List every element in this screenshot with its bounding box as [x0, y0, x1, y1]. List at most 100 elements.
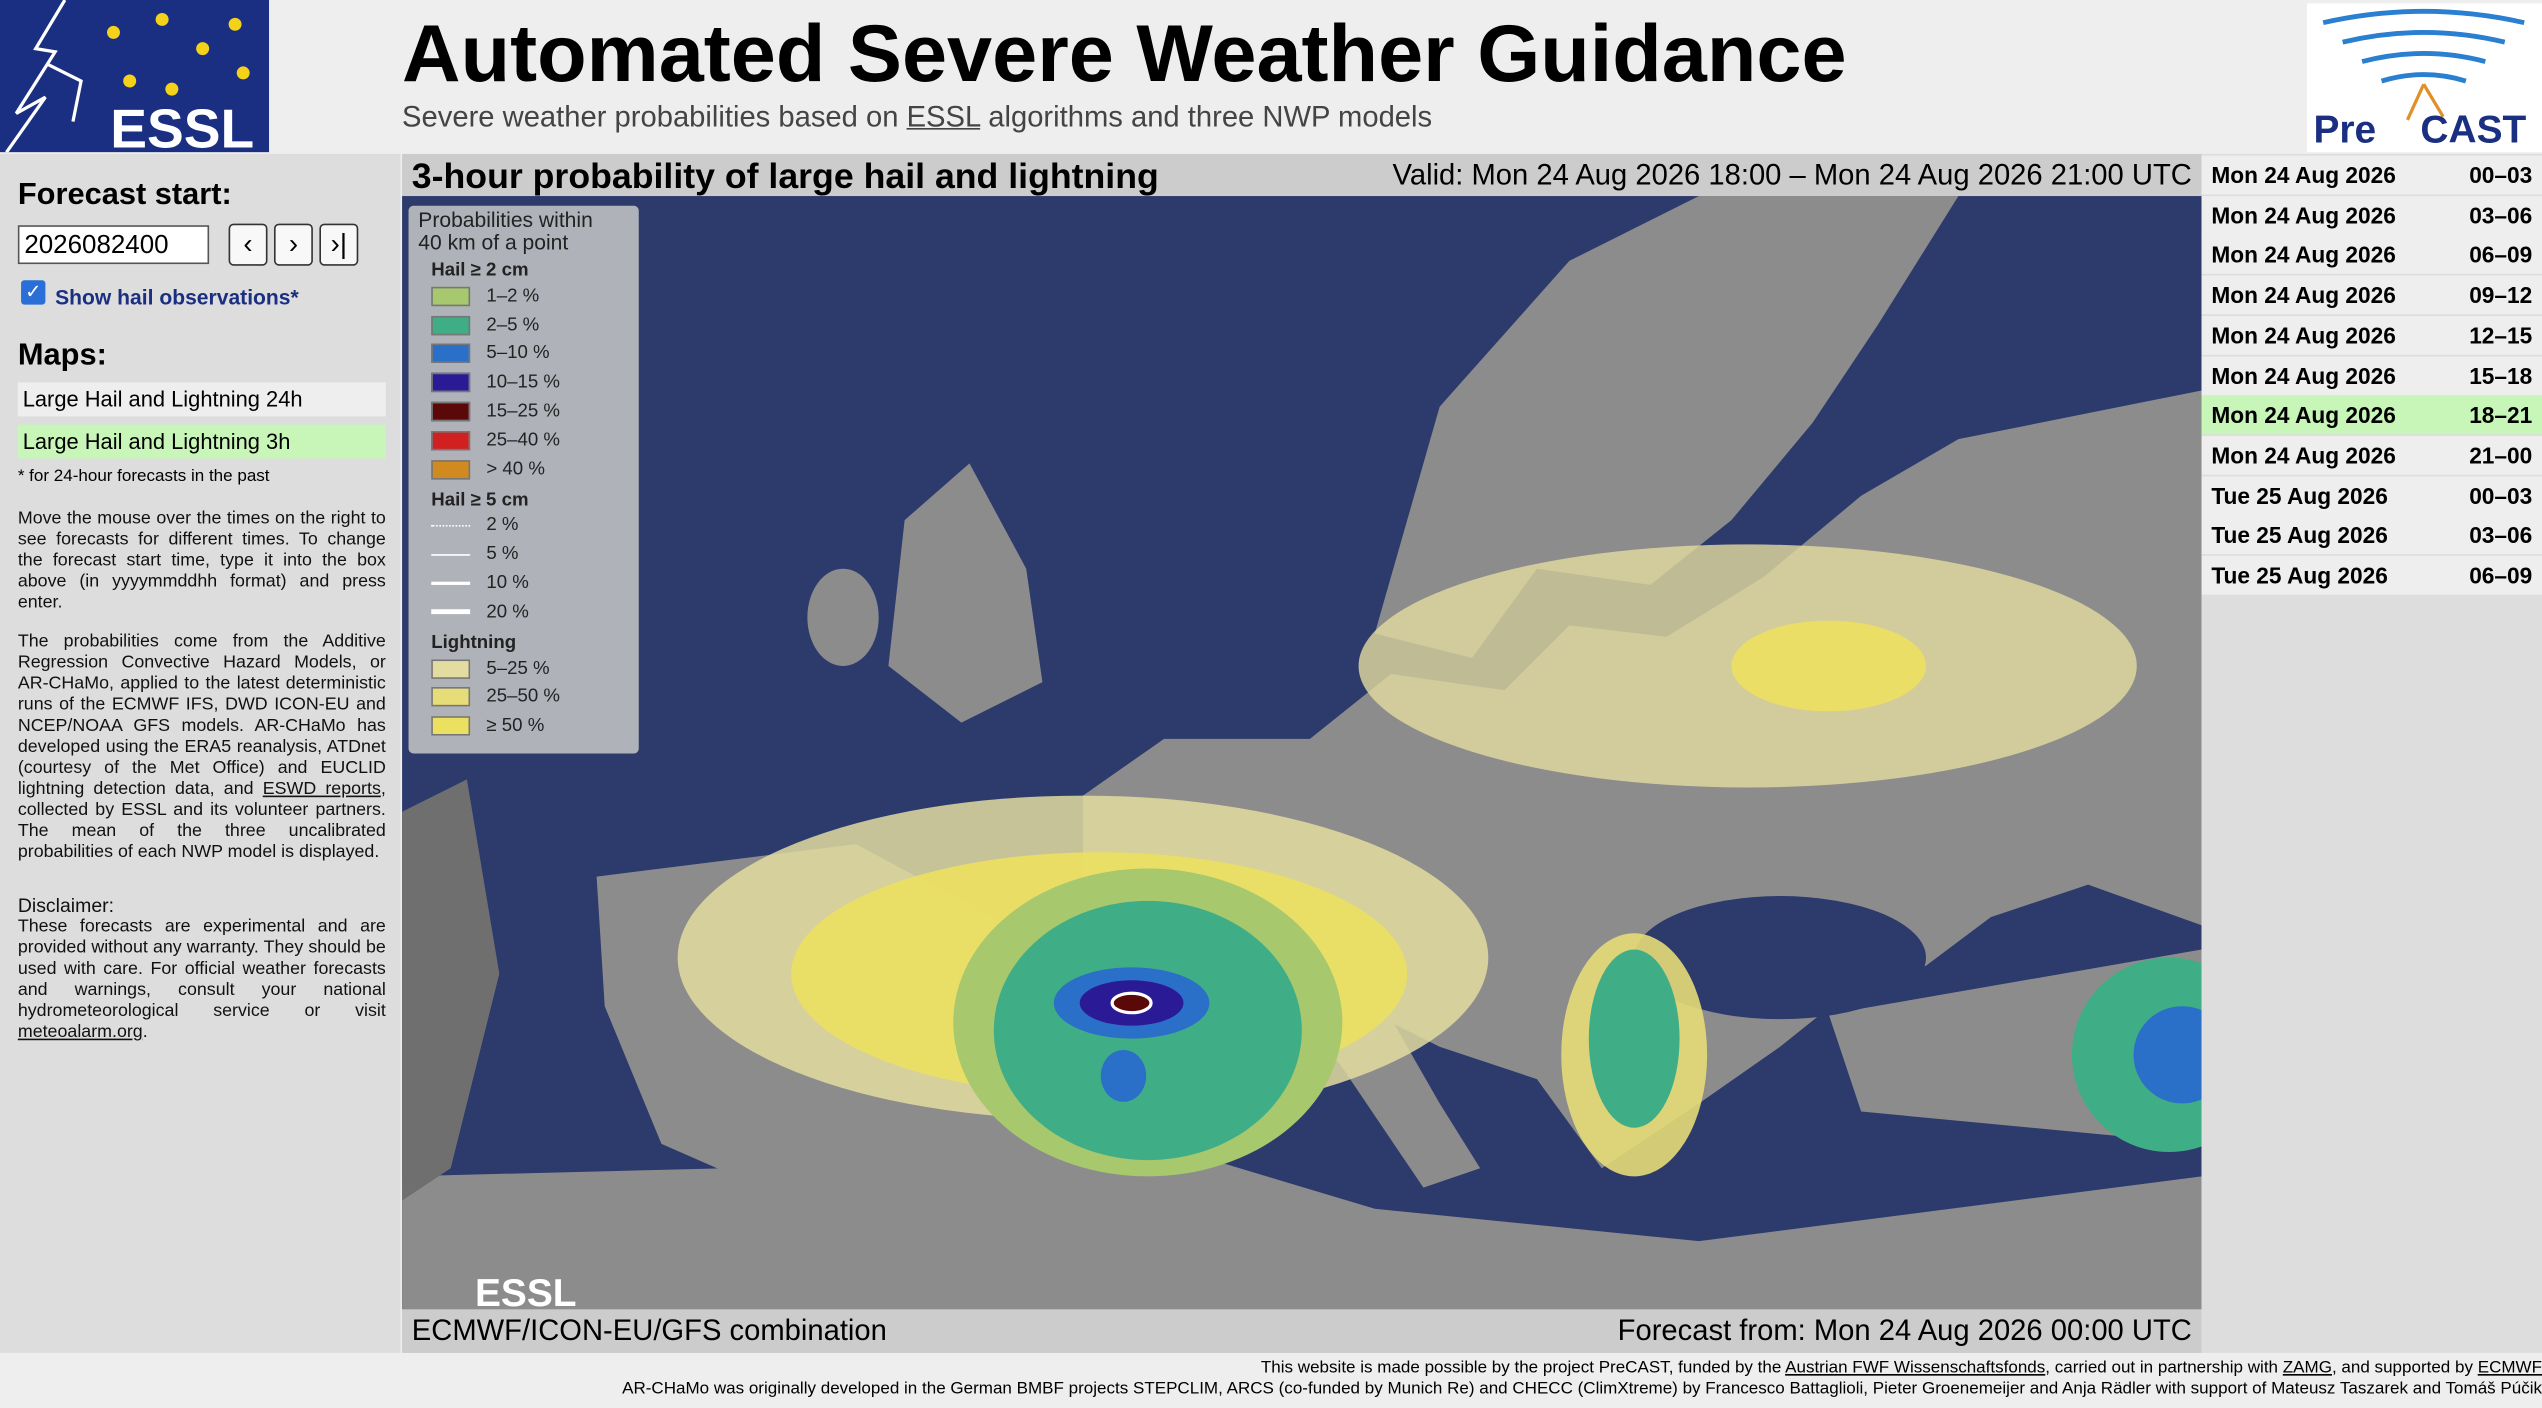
time-row[interactable]: Tue 25 Aug 2026 03–06 — [2201, 515, 2542, 555]
logo-text: Pre — [2313, 109, 2376, 152]
fwf-link[interactable]: Austrian FWF Wissenschaftsfonds — [1785, 1357, 2046, 1378]
text: , and supported by — [2331, 1357, 2478, 1378]
legend-swatch — [431, 658, 471, 679]
time-row[interactable]: Mon 24 Aug 2026 00–03 — [2201, 155, 2542, 195]
legend-label: 10 % — [486, 573, 529, 594]
checkbox-label[interactable]: Show hail observations* — [55, 285, 299, 310]
prev-button[interactable]: ‹ — [228, 223, 268, 266]
time-hours: 12–15 — [2469, 322, 2533, 349]
land — [807, 568, 879, 666]
time-hours: 18–21 — [2469, 402, 2533, 429]
forecast-input[interactable]: 2026082400 — [17, 225, 210, 265]
legend-swatch — [431, 430, 471, 451]
legend-item: 2 % — [409, 511, 639, 540]
help-text: Move the mouse over the times on the rig… — [18, 509, 386, 614]
time-row[interactable]: Mon 24 Aug 2026 09–12 — [2201, 275, 2542, 315]
forecast-from: Forecast from: Mon 24 Aug 2026 00:00 UTC — [1617, 1314, 2192, 1347]
legend-swatch — [431, 401, 471, 422]
time-row[interactable]: Mon 24 Aug 2026 12–15 — [2201, 315, 2542, 355]
hail-area — [1100, 1049, 1147, 1102]
watermark: ESSL — [475, 1272, 577, 1309]
last-button[interactable]: ›| — [319, 223, 359, 266]
menu-item[interactable]: Large Hail and Lightning 24h — [17, 382, 386, 417]
legend-item: 5–10 % — [409, 340, 639, 369]
hail-area — [1588, 949, 1680, 1128]
legend-swatch — [431, 459, 471, 480]
time-date: Tue 25 Aug 2026 — [2211, 482, 2388, 509]
menu-item[interactable]: Large Hail and Lightning 3h — [17, 424, 386, 459]
legend-label: 2–5 % — [486, 315, 540, 335]
time-date: Mon 24 Aug 2026 — [2211, 322, 2396, 349]
legend-label: 15–25 % — [486, 401, 560, 422]
zamg-link[interactable]: ZAMG — [2282, 1357, 2332, 1378]
time-row[interactable]: Tue 25 Aug 2026 06–09 — [2201, 555, 2542, 595]
legend-item: > 40 % — [409, 455, 639, 484]
legend-swatch — [431, 315, 471, 335]
time-date: Mon 24 Aug 2026 — [2211, 162, 2396, 188]
legend-heading: Lightning — [431, 633, 517, 653]
legend-swatch — [431, 716, 471, 737]
valid-time: Valid: Mon 24 Aug 2026 18:00 – Mon 24 Au… — [1392, 158, 2192, 192]
time-row[interactable]: Mon 24 Aug 2026 18–21 — [2201, 395, 2542, 435]
logo-text: CAST — [2420, 109, 2526, 152]
meteoalarm-link[interactable]: meteoalarm.org — [17, 1022, 143, 1042]
logo-text: ESSL — [110, 97, 254, 152]
time-hours: 03–06 — [2469, 202, 2533, 228]
legend-swatch — [431, 553, 471, 556]
land — [402, 1111, 2202, 1310]
time-hours: 06–09 — [2469, 242, 2533, 268]
time-date: Tue 25 Aug 2026 — [2211, 562, 2388, 589]
eswd-link[interactable]: ESWD reports — [262, 779, 381, 799]
time-row[interactable]: Mon 24 Aug 2026 15–18 — [2201, 355, 2542, 395]
label: Forecast start: — [17, 178, 232, 213]
legend-title: Probabilities within — [418, 207, 593, 232]
time-row[interactable]: Mon 24 Aug 2026 03–06 — [2201, 195, 2542, 235]
text: , carried out in partnership with — [2045, 1357, 2283, 1378]
time-hours: 00–03 — [2469, 482, 2533, 509]
site-title: Automated Severe Weather Guidance — [402, 8, 1847, 99]
paragraph: The probabilities come from the Additive… — [18, 632, 386, 864]
legend-item: 5–25 % — [409, 654, 639, 683]
subtitle-text: algorithms and three NWP models — [980, 100, 1433, 133]
time-hours: 09–12 — [2469, 282, 2533, 309]
legend-item: 15–25 % — [409, 397, 639, 426]
legend-heading: Hail ≥ 2 cm — [431, 260, 529, 281]
legend-label: 20 % — [486, 602, 529, 622]
land — [1374, 196, 1959, 658]
time-row[interactable]: Mon 24 Aug 2026 06–09 — [2201, 235, 2542, 275]
legend-title: 40 km of a point — [418, 230, 569, 255]
legend-item: 10 % — [409, 569, 639, 598]
subtitle: Severe weather probabilities based on ES… — [402, 100, 1432, 134]
legend-label: 25–50 % — [486, 687, 560, 708]
time-hours: 00–03 — [2469, 162, 2533, 188]
legend-label: 5 % — [486, 544, 519, 565]
essl-link[interactable]: ESSL — [906, 100, 981, 133]
note: * for 24-hour forecasts in the past — [17, 466, 270, 487]
legend-swatch — [431, 687, 471, 708]
time-hours: 21–00 — [2469, 442, 2533, 469]
legend-item: 2–5 % — [409, 311, 639, 340]
legend-heading: Hail ≥ 5 cm — [431, 490, 529, 510]
land — [402, 779, 500, 1201]
legend-item: 5 % — [409, 540, 639, 569]
legend-label: 5–25 % — [486, 658, 550, 679]
time-date: Tue 25 Aug 2026 — [2211, 522, 2388, 549]
time-hours: 15–18 — [2469, 362, 2533, 389]
time-date: Mon 24 Aug 2026 — [2211, 402, 2396, 429]
next-button[interactable]: › — [273, 223, 313, 266]
legend-label: > 40 % — [486, 459, 545, 480]
time-row[interactable]: Mon 24 Aug 2026 21–00 — [2201, 435, 2542, 475]
legend-item: 20 % — [409, 598, 639, 627]
time-row[interactable]: Tue 25 Aug 2026 00–03 — [2201, 475, 2542, 515]
precast-logo: Pre CAST — [2306, 3, 2542, 153]
time-date: Mon 24 Aug 2026 — [2211, 202, 2396, 228]
checkbox[interactable]: ✓ — [21, 280, 46, 305]
map-title: 3-hour probability of large hail and lig… — [411, 155, 1159, 197]
legend-swatch — [431, 344, 471, 364]
text: This website is made possible by the pro… — [1260, 1357, 1786, 1378]
legend-label: 1–2 % — [486, 286, 540, 307]
ecmwf-link[interactable]: ECMWF — [2477, 1357, 2542, 1378]
legend-swatch — [431, 609, 471, 615]
heading: Disclaimer: — [17, 894, 115, 918]
